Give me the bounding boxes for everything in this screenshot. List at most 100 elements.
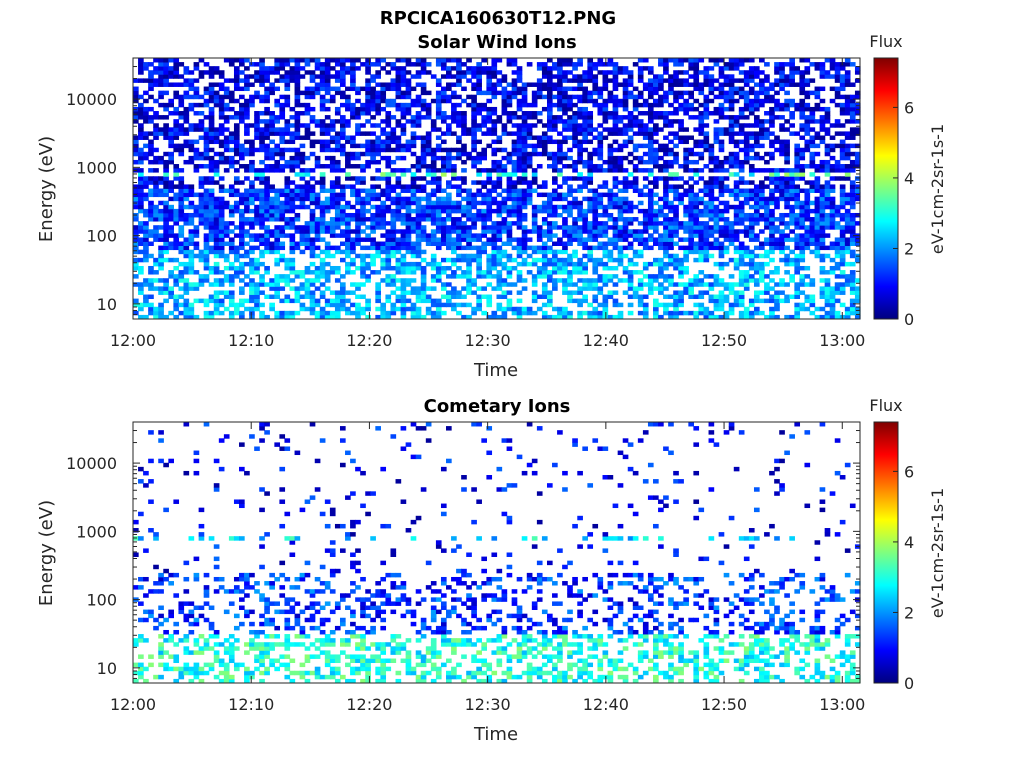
panel-title: Solar Wind Ions	[417, 32, 576, 53]
spectrogram-cell	[471, 200, 477, 206]
spectrogram-cell	[390, 274, 397, 279]
spectrogram-cell	[804, 143, 811, 149]
spectrogram-cell	[516, 298, 523, 304]
spectrogram-cell	[345, 270, 351, 275]
spectrogram-cell	[824, 298, 831, 304]
spectrogram-cell	[642, 302, 649, 308]
spectrogram-cell	[375, 151, 381, 157]
spectrogram-cell	[168, 127, 174, 132]
spectrogram-cell	[304, 294, 311, 300]
spectrogram-cell	[461, 147, 467, 153]
spectrogram-cell	[531, 278, 538, 283]
spectrogram-cell	[153, 212, 159, 218]
spectrogram-cell	[738, 176, 745, 181]
spectrogram-cell	[637, 208, 644, 214]
spectrogram-cell	[466, 253, 472, 259]
spectrogram-cell	[753, 184, 760, 189]
spectrogram-cell	[380, 241, 387, 246]
spectrogram-cell	[138, 302, 144, 308]
spectrogram-cell	[178, 127, 185, 132]
spectrogram-cell	[753, 270, 760, 275]
spectrogram-cell	[233, 143, 240, 149]
spectrogram-cell	[440, 233, 447, 238]
spectrogram-cell	[249, 282, 255, 287]
spectrogram-cell	[647, 278, 654, 283]
spectrogram-cell	[334, 159, 341, 165]
spectrogram-cell	[213, 265, 220, 271]
spectrogram-cell	[653, 212, 659, 218]
spectrogram-cell	[486, 302, 493, 308]
spectrogram-cell	[653, 180, 659, 185]
spectrogram-cell	[259, 192, 265, 198]
spectrogram-cell	[779, 196, 785, 202]
spectrogram-cell	[218, 151, 225, 157]
spectrogram-cell	[350, 249, 356, 255]
spectrogram-cell	[834, 131, 841, 136]
spectrogram-cell	[688, 282, 694, 287]
spectrogram-cell	[572, 135, 578, 140]
spectrogram-cell	[794, 270, 801, 275]
spectrogram-cell	[193, 282, 200, 287]
spectrogram-cell	[658, 302, 664, 308]
spectrogram-cell	[824, 127, 831, 132]
spectrogram-cell	[819, 270, 826, 275]
spectrogram-cell	[420, 196, 427, 202]
spectrogram-cell	[743, 159, 750, 165]
spectrogram-cell	[546, 115, 553, 120]
spectrogram-cell	[738, 188, 745, 193]
spectrogram-cell	[738, 282, 745, 287]
spectrogram-cell	[587, 119, 594, 124]
spectrogram-cell	[183, 270, 190, 275]
spectrogram-cell	[683, 208, 689, 214]
spectrogram-cell	[213, 172, 220, 177]
spectrogram-cell	[536, 184, 543, 189]
spectrogram-cell	[632, 180, 639, 185]
spectrogram-cell	[849, 106, 856, 112]
spectrogram-cell	[223, 106, 230, 112]
spectrogram-cell	[572, 249, 578, 255]
spectrogram-cell	[506, 98, 513, 104]
spectrogram-cell	[350, 302, 356, 308]
spectrogram-cell	[794, 241, 801, 246]
spectrogram-cell	[395, 245, 402, 251]
spectrogram-cell	[663, 261, 669, 267]
spectrogram-cell	[743, 270, 750, 275]
spectrogram-cell	[471, 127, 477, 132]
spectrogram-cell	[420, 217, 427, 222]
spectrogram-cell	[728, 225, 735, 230]
spectrogram-cell	[375, 208, 381, 214]
spectrogram-cell	[829, 225, 836, 230]
spectrogram-cell	[834, 282, 841, 287]
spectrogram-cell	[854, 176, 861, 181]
spectrogram-cell	[476, 192, 482, 198]
spectrogram-cell	[319, 229, 326, 234]
spectrogram-cell	[355, 237, 361, 242]
spectrogram-cell	[350, 102, 356, 108]
spectrogram-cell	[430, 164, 437, 169]
spectrogram-cell	[693, 282, 700, 287]
spectrogram-cell	[435, 143, 442, 149]
spectrogram-cell	[541, 286, 548, 291]
spectrogram-cell	[637, 94, 644, 100]
spectrogram-cell	[764, 159, 770, 165]
spectrogram-cell	[244, 249, 250, 255]
spectrogram-cell	[375, 290, 381, 295]
spectrogram-cell	[713, 106, 720, 112]
spectrogram-cell	[688, 286, 694, 291]
spectrogram-cell	[203, 241, 210, 246]
spectrogram-cell	[516, 192, 523, 198]
spectrogram-cell	[849, 94, 856, 100]
spectrogram-cell	[223, 127, 230, 132]
spectrogram-cell	[466, 212, 472, 218]
spectrogram-cell	[173, 274, 180, 279]
spectrogram-cell	[279, 115, 286, 120]
spectrogram-cell	[339, 196, 346, 202]
spectrogram-cell	[653, 314, 659, 320]
spectrogram-cell	[753, 294, 760, 300]
spectrogram-cell	[642, 127, 649, 132]
spectrogram-cell	[774, 294, 780, 300]
spectrogram-cell	[309, 306, 316, 312]
spectrogram-cell	[133, 119, 139, 124]
spectrogram-cell	[284, 164, 291, 169]
spectrogram-cell	[587, 314, 594, 320]
